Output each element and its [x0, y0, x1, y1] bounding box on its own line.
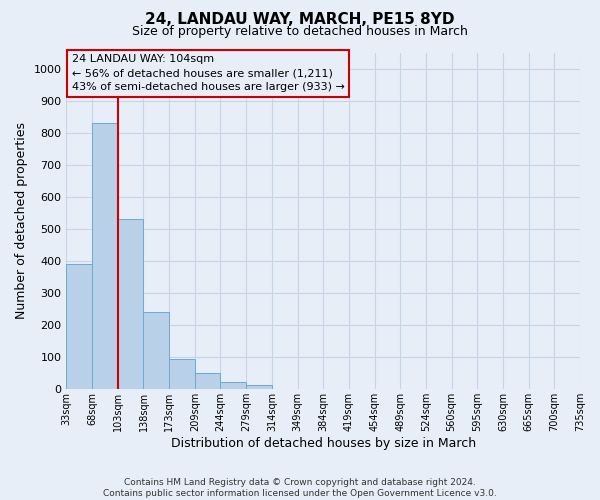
Bar	[118, 220, 143, 390]
Y-axis label: Number of detached properties: Number of detached properties	[15, 122, 28, 320]
Text: Contains HM Land Registry data © Crown copyright and database right 2024.
Contai: Contains HM Land Registry data © Crown c…	[103, 478, 497, 498]
Text: 24, LANDAU WAY, MARCH, PE15 8YD: 24, LANDAU WAY, MARCH, PE15 8YD	[145, 12, 455, 28]
Bar	[92, 123, 118, 390]
Bar	[67, 264, 92, 390]
Bar	[169, 359, 195, 390]
Bar	[246, 385, 272, 390]
X-axis label: Distribution of detached houses by size in March: Distribution of detached houses by size …	[170, 437, 476, 450]
Bar	[220, 382, 246, 390]
Text: Size of property relative to detached houses in March: Size of property relative to detached ho…	[132, 25, 468, 38]
Bar	[143, 312, 169, 390]
Bar	[195, 372, 220, 390]
Text: 24 LANDAU WAY: 104sqm
← 56% of detached houses are smaller (1,211)
43% of semi-d: 24 LANDAU WAY: 104sqm ← 56% of detached …	[71, 54, 344, 92]
